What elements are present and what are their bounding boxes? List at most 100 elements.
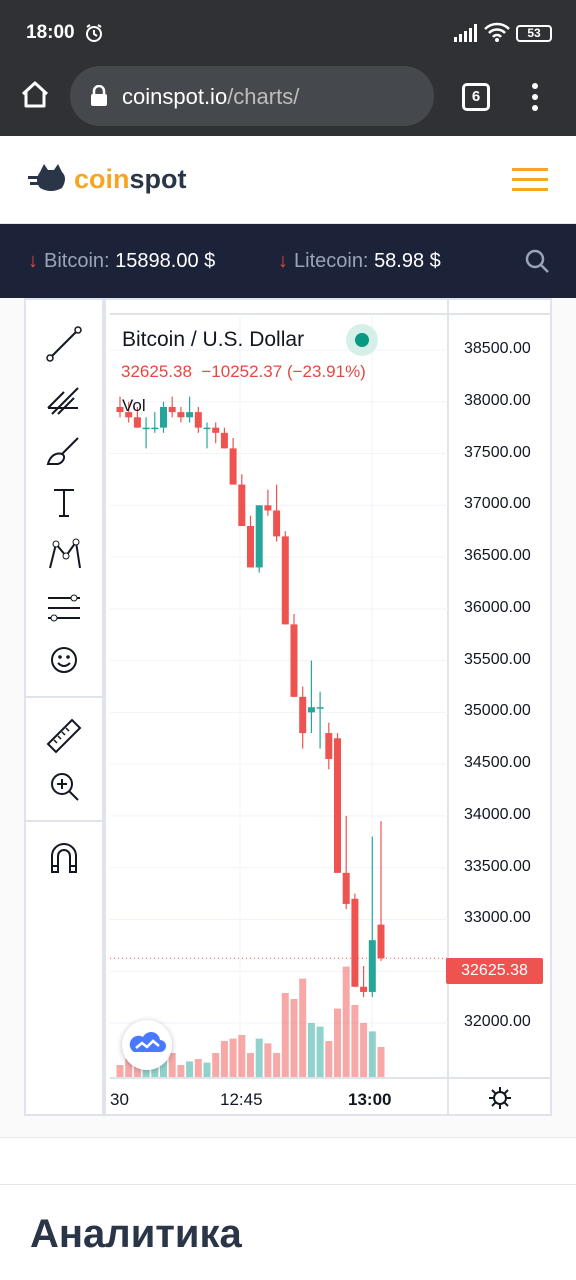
ruler-icon[interactable] (44, 714, 84, 754)
address-bar[interactable]: coinspot.io/charts/ (70, 66, 434, 126)
candle-body[interactable] (133, 417, 141, 428)
hamburger-menu-icon[interactable] (512, 166, 548, 194)
candle-body[interactable] (316, 707, 324, 709)
candle-body[interactable] (290, 624, 298, 697)
candle-body[interactable] (334, 738, 341, 873)
toolbar-divider (26, 696, 106, 698)
trend-line-icon[interactable] (44, 324, 84, 364)
volume-bar (186, 1061, 194, 1077)
zoom-in-icon[interactable] (44, 766, 84, 806)
chart-symbol-title: Bitcoin / U.S. Dollar (122, 328, 305, 351)
volume-bar (264, 1043, 272, 1077)
ticker-bitcoin[interactable]: ↓ Bitcoin: 15898.00 $ (28, 250, 215, 273)
toolbar-divider (26, 820, 106, 822)
emoji-icon[interactable] (44, 640, 84, 680)
prediction-icon[interactable] (44, 588, 84, 628)
candle-body[interactable] (255, 505, 263, 568)
legend-change-pct: (−23.91%) (286, 362, 366, 381)
cloud-icon (129, 1032, 166, 1052)
volume-bar (351, 1005, 359, 1077)
volume-bar (360, 1023, 368, 1077)
chart-legend-values: 32625.38 −10252.37 (−23.91%) (121, 362, 366, 382)
text-tool-icon[interactable] (44, 482, 84, 522)
url-path: /charts/ (227, 84, 300, 109)
volume-bar (203, 1062, 211, 1077)
candle-body[interactable] (186, 412, 194, 418)
candle-body[interactable] (342, 872, 350, 904)
settings-icon[interactable] (488, 1086, 512, 1110)
candle-body[interactable] (168, 406, 176, 413)
volume-bar (368, 1031, 376, 1077)
volume-bar (151, 1061, 159, 1077)
coinspot-logo-icon[interactable] (28, 162, 70, 198)
down-arrow-icon: ↓ (278, 250, 288, 272)
volume-bar (160, 1055, 167, 1077)
price-axis-label: 34000.00 (464, 805, 531, 823)
price-axis-label: 34500.00 (464, 754, 531, 772)
market-status-icon[interactable] (346, 324, 378, 356)
ticker-value: 58.98 $ (374, 250, 441, 272)
drawing-toolbar (26, 300, 106, 1114)
price-axis-label: 36000.00 (464, 598, 531, 616)
volume-bar (116, 1065, 124, 1077)
candle-body[interactable] (212, 427, 220, 433)
signal-icon (454, 24, 477, 42)
status-time: 18:00 (26, 22, 75, 43)
candle-body[interactable] (238, 484, 246, 527)
ticker-litecoin[interactable]: ↓ Litecoin: 58.98 $ (278, 250, 441, 273)
logo-text[interactable]: coinspot (74, 164, 187, 195)
candle-body[interactable] (220, 432, 228, 449)
candle-body[interactable] (325, 733, 333, 759)
candle-body[interactable] (351, 898, 359, 987)
pattern-icon[interactable] (44, 534, 84, 574)
logo-spot: spot (129, 164, 187, 194)
tradingview-logo[interactable] (122, 1020, 172, 1070)
candle-body[interactable] (247, 526, 254, 568)
legend-last: 32625.38 (121, 362, 192, 381)
candle-body[interactable] (116, 406, 124, 413)
tab-switcher-button[interactable]: 6 (462, 83, 490, 111)
magnet-icon[interactable] (44, 838, 84, 878)
candle-body[interactable] (360, 986, 368, 992)
brush-icon[interactable] (44, 430, 84, 470)
chart-plot-area[interactable]: Bitcoin / U.S. Dollar 32625.38 −10252.37… (110, 300, 550, 1114)
candle-body[interactable] (203, 427, 211, 430)
chart-widget: Bitcoin / U.S. Dollar 32625.38 −10252.37… (24, 298, 552, 1116)
candle-body[interactable] (377, 924, 385, 959)
candle-body[interactable] (273, 510, 281, 537)
volume-bar (299, 978, 307, 1077)
candle-body[interactable] (229, 448, 237, 485)
lock-icon (91, 85, 107, 106)
price-axis-label: 35000.00 (464, 702, 531, 720)
candle-body[interactable] (368, 940, 376, 992)
ticker-label: Bitcoin: (44, 250, 110, 272)
time-axis-label: 30 (110, 1090, 129, 1109)
browser-toolbar: coinspot.io/charts/ 6 (0, 62, 576, 136)
more-menu-icon[interactable] (530, 82, 540, 112)
pitchfork-icon[interactable] (44, 378, 84, 418)
candle-body[interactable] (125, 412, 133, 418)
candle-body[interactable] (299, 696, 307, 734)
candle-body[interactable] (142, 427, 150, 430)
candle-body[interactable] (281, 536, 289, 625)
price-axis-label: 37000.00 (464, 495, 531, 513)
candle-body[interactable] (264, 505, 272, 511)
candle-body[interactable] (307, 707, 315, 713)
analytics-heading: Аналитика (30, 1212, 242, 1256)
price-axis-label: 33000.00 (464, 909, 531, 927)
candlestick-chart[interactable] (110, 300, 550, 1114)
search-icon[interactable] (524, 248, 550, 274)
alarm-icon (86, 24, 102, 42)
volume-bar (307, 1023, 315, 1077)
down-arrow-icon: ↓ (28, 250, 38, 272)
volume-bar (281, 993, 289, 1077)
candle-body[interactable] (194, 412, 202, 428)
home-icon[interactable] (20, 80, 50, 110)
volume-bar (142, 1063, 150, 1077)
logo-coin: coin (74, 164, 130, 194)
candle-body[interactable] (160, 406, 167, 428)
candle-body[interactable] (177, 412, 185, 418)
candle-body[interactable] (151, 427, 159, 430)
volume-bar (342, 966, 350, 1077)
plot-background (110, 314, 550, 1078)
